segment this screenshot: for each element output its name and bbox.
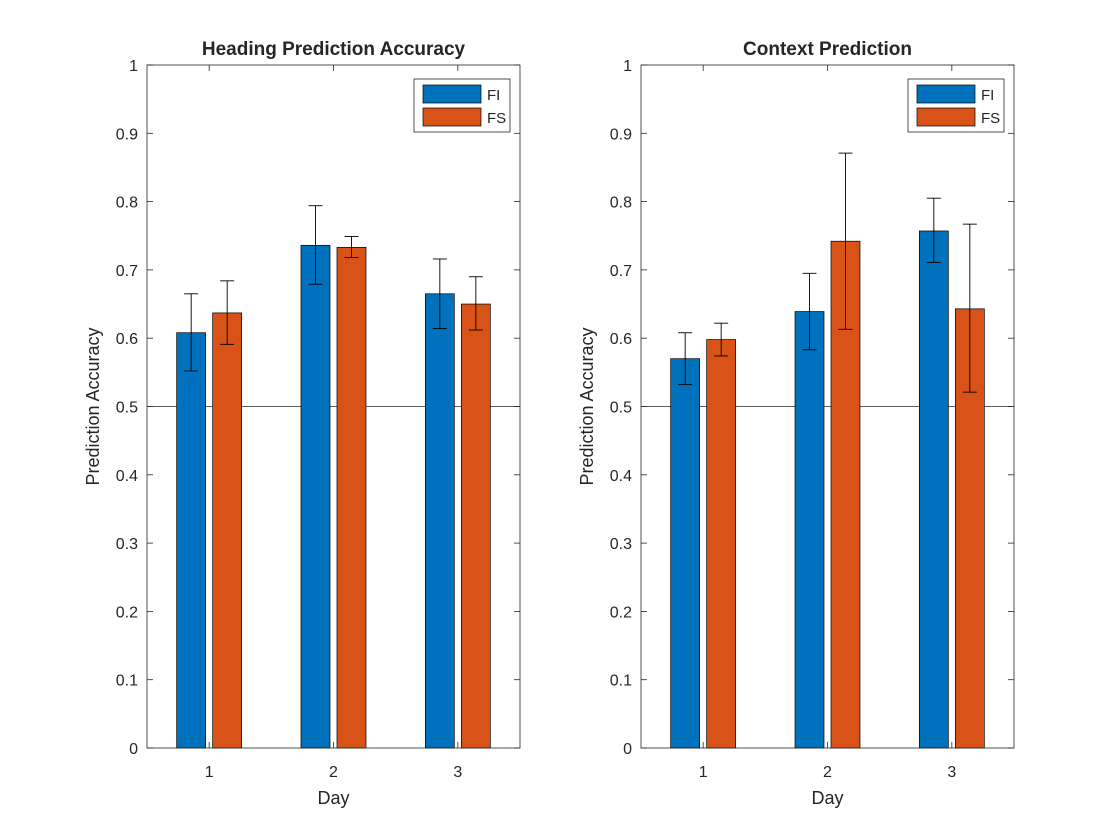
- chart-title: Context Prediction: [743, 39, 912, 60]
- y-tick-label: 0.7: [116, 263, 138, 280]
- y-tick-label: 0.3: [116, 536, 138, 553]
- x-tick-label: 2: [329, 764, 338, 781]
- legend-label-FI: FI: [487, 87, 500, 104]
- x-tick-label: 3: [947, 764, 956, 781]
- bar-FI-1: [670, 358, 701, 749]
- legend-swatch-FS: [422, 107, 482, 127]
- y-tick-label: 0.6: [610, 331, 632, 348]
- y-tick-label: 0.5: [116, 400, 138, 417]
- y-tick-label: 0.9: [610, 126, 632, 143]
- y-tick-label: 0.7: [610, 263, 632, 280]
- x-tick-label: 1: [205, 764, 214, 781]
- y-axis-label: Prediction Accuracy: [83, 327, 103, 485]
- bar-FI-2: [794, 311, 825, 749]
- x-tick-label: 1: [699, 764, 708, 781]
- legend-swatch-FI: [916, 84, 976, 104]
- bar-FI-3: [424, 293, 455, 749]
- y-tick-label: 0: [129, 741, 138, 758]
- y-tick-label: 0.2: [116, 604, 138, 621]
- y-tick-label: 0.9: [116, 126, 138, 143]
- y-tick-label: 0: [623, 741, 632, 758]
- chart-panel-1: [146, 64, 521, 749]
- y-tick-label: 0.5: [610, 400, 632, 417]
- y-tick-label: 0.6: [116, 331, 138, 348]
- y-axis-label: Prediction Accuracy: [577, 327, 597, 485]
- y-tick-label: 1: [129, 58, 138, 75]
- y-tick-label: 0.8: [610, 195, 632, 212]
- x-tick-label: 2: [823, 764, 832, 781]
- y-tick-label: 0.4: [610, 468, 632, 485]
- legend-label-FI: FI: [981, 87, 994, 104]
- chart-panel-2: [640, 64, 1015, 749]
- legend-swatch-FI: [422, 84, 482, 104]
- bar-FI-2: [300, 244, 331, 749]
- bar-FS-1: [212, 312, 243, 749]
- y-tick-label: 0.1: [116, 673, 138, 690]
- y-tick-label: 0.3: [610, 536, 632, 553]
- bar-FI-3: [918, 230, 949, 749]
- bar-FI-1: [176, 332, 207, 749]
- legend-label-FS: FS: [487, 110, 506, 127]
- bar-FS-3: [460, 303, 491, 749]
- x-axis-label: Day: [811, 788, 843, 808]
- x-axis-label: Day: [317, 788, 349, 808]
- y-tick-label: 0.8: [116, 195, 138, 212]
- y-tick-label: 0.4: [116, 468, 138, 485]
- chart-title: Heading Prediction Accuracy: [202, 39, 466, 60]
- legend-label-FS: FS: [981, 110, 1000, 127]
- bar-FS-1: [706, 339, 737, 749]
- bar-FS-2: [336, 247, 367, 749]
- y-tick-label: 0.1: [610, 673, 632, 690]
- x-tick-label: 3: [453, 764, 462, 781]
- y-tick-label: 1: [623, 58, 632, 75]
- legend-swatch-FS: [916, 107, 976, 127]
- y-tick-label: 0.2: [610, 604, 632, 621]
